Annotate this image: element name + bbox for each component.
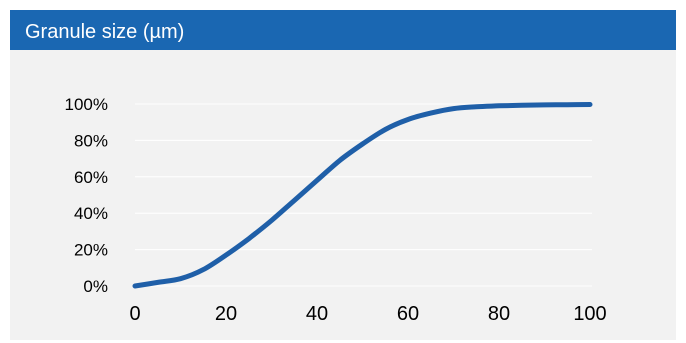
y-axis-ticks: 0% 20% 40% 60% 80% 100% <box>65 95 108 296</box>
y-tick-label: 100% <box>65 95 108 114</box>
x-tick-label: 60 <box>397 303 419 325</box>
x-axis-ticks: 0 20 40 60 80 100 <box>129 303 606 325</box>
grid-lines <box>135 103 592 287</box>
x-tick-label: 40 <box>306 303 328 325</box>
x-tick-label: 0 <box>129 303 140 325</box>
y-tick-label: 60% <box>74 168 108 187</box>
x-tick-label: 100 <box>573 303 606 325</box>
y-tick-label: 40% <box>74 204 108 223</box>
y-tick-label: 20% <box>74 241 108 260</box>
series-line-0 <box>132 102 593 289</box>
chart-card: Granule size (µm) <box>10 10 676 340</box>
x-tick-label: 20 <box>215 303 237 325</box>
series-group <box>132 102 593 289</box>
x-tick-label: 80 <box>488 303 510 325</box>
y-tick-label: 0% <box>83 277 108 296</box>
chart-title: Granule size (µm) <box>25 21 185 43</box>
y-tick-label: 80% <box>74 131 108 150</box>
chart-header: Granule size (µm) <box>10 10 676 50</box>
